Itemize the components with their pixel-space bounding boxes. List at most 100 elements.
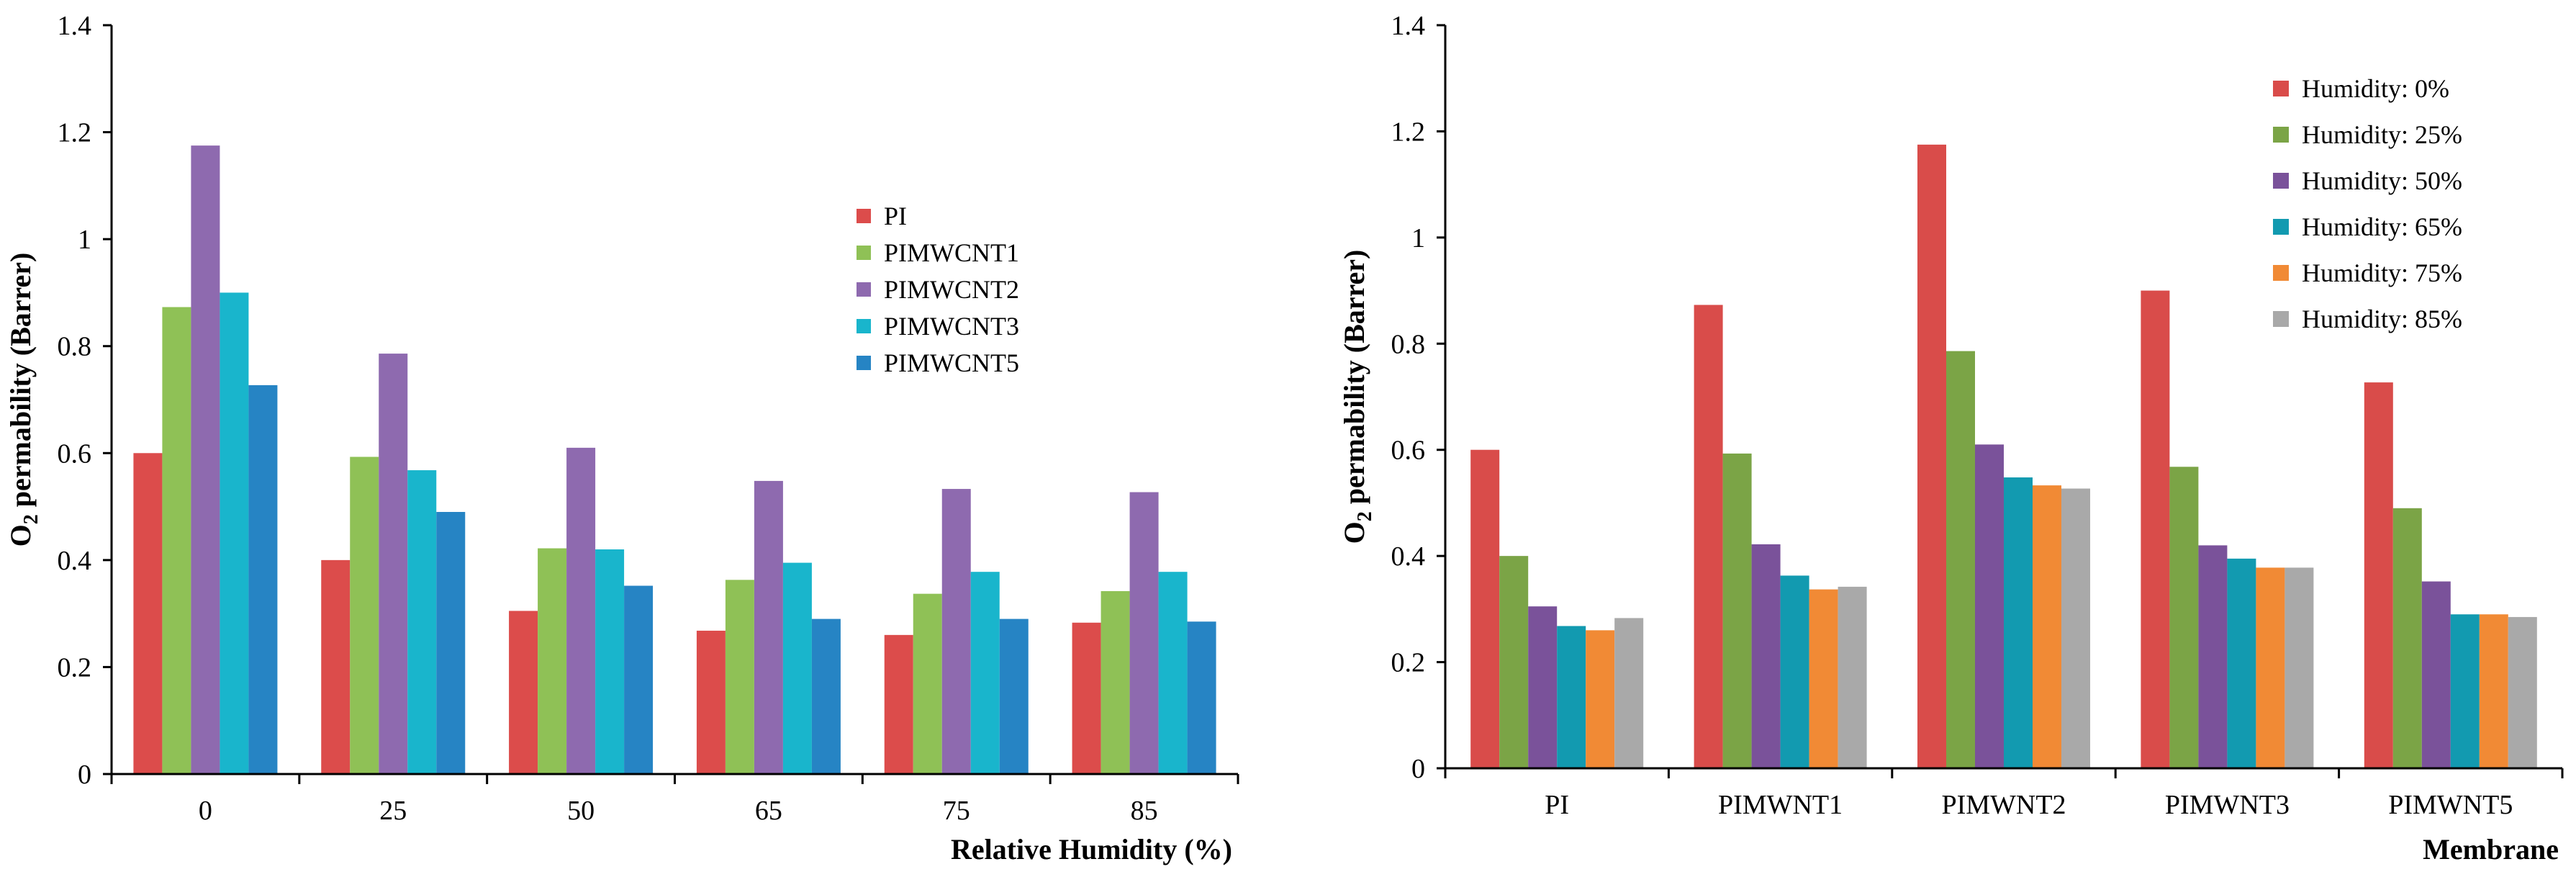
x-tick-label: PI [1545, 790, 1569, 820]
y-axis-title-main: O [4, 524, 37, 547]
y-axis-title-main: O [1338, 521, 1370, 544]
bar-pimwcnt2-85 [1129, 492, 1159, 774]
bar-humidity-25--pimwnt2 [1946, 351, 1975, 768]
bar-humidity-50--pi [1528, 606, 1558, 768]
y-tick-label: 0 [1411, 754, 1425, 784]
y-axis-title-rest: permability (Barrer) [4, 253, 37, 515]
bar-humidity-50--pimwnt2 [1975, 444, 2004, 768]
bar-pimwcnt1-0 [162, 307, 191, 774]
bar-humidity-50--pimwnt3 [2198, 545, 2228, 768]
bar-pi-25 [321, 559, 351, 774]
bar-humidity-65--pimwnt2 [2004, 477, 2033, 768]
legend-swatch [857, 319, 871, 333]
y-tick-label: 0.2 [58, 652, 92, 683]
bar-humidity-65--pi [1557, 626, 1586, 768]
bar-pimwcnt3-75 [970, 572, 1000, 774]
bar-humidity-25--pimwnt1 [1722, 453, 1752, 768]
bar-humidity-25--pi [1499, 556, 1529, 768]
legend-swatch [857, 209, 871, 223]
y-tick-label: 0.6 [58, 438, 92, 469]
bar-humidity-25--pimwnt3 [2169, 467, 2199, 768]
y-tick-label: 0 [78, 760, 91, 790]
y-tick-label: 1 [78, 225, 91, 255]
legend-label: PIMWCNT1 [884, 238, 1019, 267]
bar-humidity-65--pimwnt5 [2450, 614, 2480, 768]
y-axis-title: O2 permability (Barrer) [1338, 250, 1376, 544]
legend-label: PIMWCNT3 [884, 312, 1019, 341]
bar-pimwcnt1-25 [350, 457, 379, 774]
bar-pimwcnt2-50 [566, 447, 596, 774]
y-tick-label: 0.8 [58, 332, 92, 362]
legend-swatch [2273, 173, 2289, 189]
legend-swatch [2273, 219, 2289, 235]
x-axis-title: Relative Humidity (%) [951, 833, 1232, 865]
y-tick-label: 1.2 [1391, 117, 1426, 147]
bar-humidity-75--pi [1586, 630, 1615, 768]
bar-humidity-85--pimwnt1 [1838, 586, 1867, 768]
legend-label: Humidity: 65% [2302, 212, 2462, 241]
bar-pimwcnt5-0 [248, 384, 278, 774]
x-tick-label: PIMWNT2 [1941, 790, 2066, 820]
bar-humidity-0--pimwnt5 [2364, 382, 2393, 768]
bar-pimwcnt2-25 [379, 354, 408, 775]
legend-label: PIMWCNT2 [884, 275, 1019, 304]
chart-1: 0 0.2 0.4 0.6 0.8 1 1.2 1.4 0 25 50 65 75 85 Relative … [4, 11, 1239, 865]
bar-pimwcnt5-85 [1187, 621, 1216, 774]
bar-humidity-0--pimwnt3 [2141, 290, 2170, 769]
legend: Humidity: 0% Humidity: 25% Humidity: 50% Hu… [2273, 74, 2462, 333]
y-axis-title-subscript: 2 [20, 514, 42, 524]
bar-humidity-65--pimwnt1 [1780, 575, 1809, 768]
bar-humidity-75--pimwnt1 [1809, 589, 1838, 768]
legend-swatch [2273, 81, 2289, 96]
legend-label: PI [884, 202, 907, 230]
y-axis-title-rest: permability (Barrer) [1338, 250, 1370, 512]
x-tick-label: PIMWNT3 [2165, 790, 2290, 820]
bar-humidity-50--pimwnt1 [1751, 544, 1781, 768]
x-tick-label: 75 [943, 796, 970, 826]
bar-pimwcnt1-50 [538, 548, 567, 774]
bar-pimwcnt1-75 [913, 593, 942, 774]
bar-humidity-0--pimwnt2 [1917, 144, 1946, 768]
bar-pimwcnt5-50 [624, 585, 654, 774]
bar-pi-75 [884, 634, 913, 774]
bar-humidity-65--pimwnt3 [2227, 558, 2256, 768]
legend-label: Humidity: 0% [2302, 74, 2449, 103]
legend-label: PIMWCNT5 [884, 348, 1019, 377]
y-tick-label: 0.4 [1391, 541, 1426, 572]
bar-pimwcnt3-85 [1158, 572, 1188, 774]
bar-humidity-0--pimwnt1 [1694, 305, 1723, 769]
x-tick-label: PIMWNT5 [2388, 790, 2513, 820]
bar-pimwcnt1-85 [1101, 590, 1130, 774]
bar-pi-50 [509, 611, 538, 774]
y-tick-label: 1.2 [58, 118, 92, 148]
y-tick-label: 1 [1411, 223, 1425, 253]
legend-label: Humidity: 75% [2302, 258, 2462, 287]
x-tick-label: 50 [567, 796, 595, 826]
x-tick-label: 85 [1131, 796, 1158, 826]
bar-pimwcnt3-50 [595, 549, 625, 774]
bar-pimwcnt3-65 [782, 562, 812, 774]
x-tick-label: PIMWNT1 [1718, 790, 1843, 820]
bar-pimwcnt5-75 [999, 619, 1029, 774]
bar-pimwcnt3-0 [220, 292, 249, 774]
bar-humidity-50--pimwnt5 [2421, 581, 2451, 768]
y-axis-title: O2 permability (Barrer) [4, 253, 42, 547]
y-tick-label: 0.2 [1391, 648, 1426, 678]
bar-pi-85 [1072, 622, 1101, 774]
legend-label: Humidity: 50% [2302, 166, 2462, 195]
legend-swatch [857, 356, 871, 370]
legend-label: Humidity: 85% [2302, 305, 2462, 333]
legend-swatch [2273, 311, 2289, 327]
x-tick-label: 0 [199, 796, 212, 826]
bar-humidity-75--pimwnt3 [2256, 567, 2285, 768]
bar-pi-65 [696, 630, 726, 774]
bar-humidity-85--pimwnt5 [2508, 616, 2537, 768]
legend-swatch [857, 282, 871, 297]
bar-pimwcnt2-0 [191, 145, 220, 775]
y-tick-label: 0.8 [1391, 329, 1426, 359]
bar-humidity-85--pimwnt3 [2284, 567, 2314, 768]
y-tick-label: 0.4 [58, 546, 92, 576]
chart-2: 0 0.2 0.4 0.6 0.8 1 1.2 1.4 PI PIMWNT1 PIMWNT2 PIMW… [1338, 11, 2564, 865]
bar-pimwcnt2-65 [754, 480, 783, 774]
